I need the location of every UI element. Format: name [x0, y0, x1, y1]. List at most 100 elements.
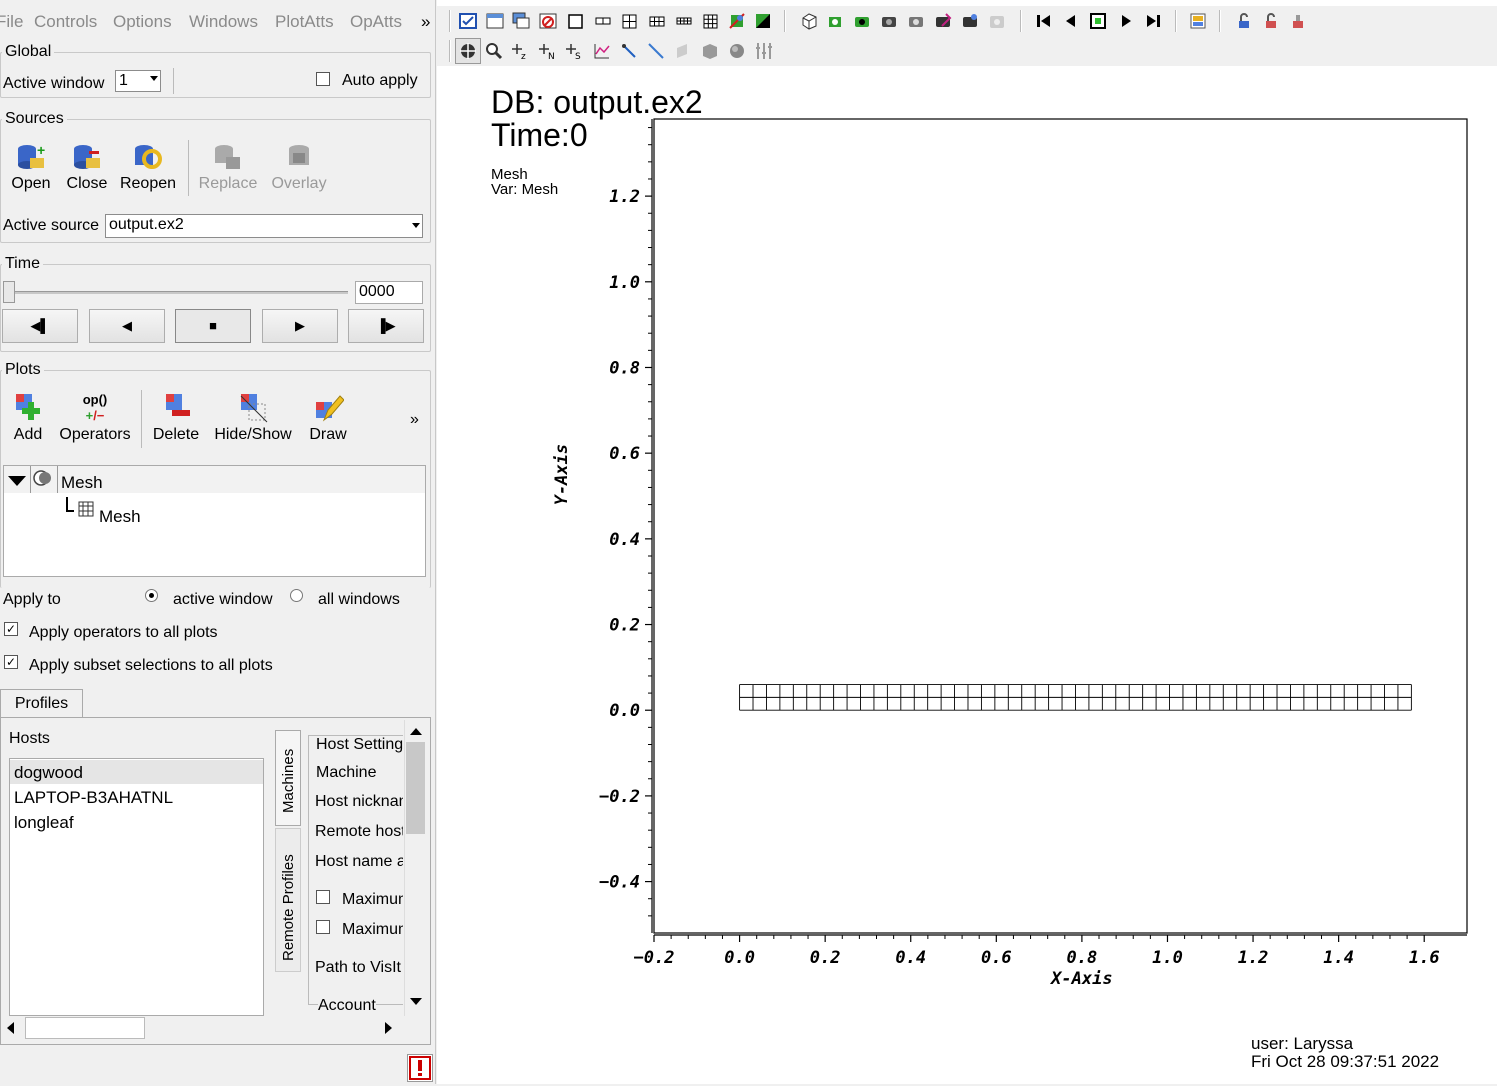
layout-3x3-icon[interactable]: [702, 12, 720, 30]
active-window-radio[interactable]: [145, 589, 158, 602]
menu-windows[interactable]: Windows: [189, 12, 258, 31]
menu-plotatts[interactable]: PlotAtts: [275, 12, 334, 31]
next-frame-button[interactable]: ▐▶: [348, 309, 424, 343]
menu-more-button[interactable]: »: [421, 12, 431, 31]
zone-pick-icon[interactable]: z: [512, 42, 530, 60]
line-tool-icon[interactable]: [647, 42, 665, 60]
scroll-left-icon[interactable]: [7, 1022, 14, 1034]
all-windows-radio[interactable]: [290, 589, 303, 602]
lock-view-limits-icon[interactable]: [1289, 12, 1307, 30]
clone-window-icon[interactable]: [512, 12, 530, 30]
close-button[interactable]: Close: [62, 141, 112, 193]
plot-name[interactable]: Mesh: [61, 473, 103, 492]
lock-tools-icon[interactable]: [1262, 12, 1280, 30]
overlay-button[interactable]: Overlay: [268, 141, 330, 193]
lineout-icon[interactable]: [620, 42, 638, 60]
lock-time-icon[interactable]: [1235, 12, 1253, 30]
draw-button[interactable]: Draw: [303, 392, 353, 444]
hide-show-button[interactable]: Hide/Show: [210, 392, 296, 444]
host-item[interactable]: dogwood: [14, 763, 84, 782]
add-plot-button[interactable]: Add: [6, 392, 50, 444]
auto-apply-checkbox[interactable]: [316, 72, 330, 86]
scroll-right-icon[interactable]: [385, 1022, 392, 1034]
output-indicator-button[interactable]: [407, 1054, 433, 1082]
plot-child-name[interactable]: Mesh: [99, 507, 141, 526]
stop-icon: ■: [209, 318, 217, 333]
maximum-checkbox[interactable]: [316, 890, 330, 904]
time-state-input[interactable]: 0000: [355, 281, 423, 304]
menu-controls[interactable]: Controls: [34, 12, 98, 31]
scroll-up-icon[interactable]: [410, 728, 422, 735]
operators-button[interactable]: op() +/− Operators: [55, 392, 135, 444]
active-window-set-icon[interactable]: [728, 12, 746, 30]
time-slider-handle[interactable]: [3, 281, 15, 303]
toggle-fullframe-icon[interactable]: [988, 12, 1006, 30]
open-button[interactable]: + Open: [6, 141, 56, 193]
layout-1x1-icon[interactable]: [567, 12, 585, 30]
choose-center-icon[interactable]: [961, 12, 979, 30]
undo-view-icon[interactable]: [880, 12, 898, 30]
delete-plot-button[interactable]: Delete: [150, 392, 202, 444]
reopen-button[interactable]: Reopen: [118, 141, 178, 193]
plane-tool-icon[interactable]: [674, 42, 692, 60]
layout-2x4-icon[interactable]: [675, 12, 693, 30]
plot-list-item[interactable]: [4, 466, 425, 493]
point-tool-icon[interactable]: [755, 42, 773, 60]
host-item[interactable]: longleaf: [14, 813, 74, 832]
tab-remote-profiles[interactable]: Remote Profiles: [275, 828, 301, 972]
apply-operators-checkbox[interactable]: ✓: [4, 622, 18, 636]
time-title: Time:0: [491, 117, 588, 153]
expand-triangle-icon[interactable]: [8, 476, 26, 486]
maximum-checkbox-2[interactable]: [316, 920, 330, 934]
node-pick-icon[interactable]: N: [539, 42, 557, 60]
horizontal-scrollbar[interactable]: [3, 1016, 403, 1040]
active-source-select[interactable]: output.ex2: [105, 214, 423, 238]
plot-attributes-icon[interactable]: [1189, 12, 1207, 30]
tab-profiles[interactable]: Profiles: [0, 689, 83, 718]
time-slider-track[interactable]: [6, 291, 348, 294]
delete-window-icon[interactable]: [539, 12, 557, 30]
scroll-down-icon[interactable]: [410, 998, 422, 1005]
y-tick-label: 0.4: [609, 530, 640, 550]
reverse-play-icon[interactable]: [1062, 12, 1080, 30]
stop-button[interactable]: ■: [175, 309, 251, 343]
perspective-icon[interactable]: [800, 12, 818, 30]
last-frame-icon[interactable]: [1144, 12, 1162, 30]
plot-area[interactable]: −0.2 0.0 0.2 0.4 0.6 0.8 1.0 1.2 1.4 1.6 −0.4 −0.2…: [437, 60, 1497, 1060]
layout-2x2-icon[interactable]: [621, 12, 639, 30]
host-item[interactable]: LAPTOP-B3AHATNL: [14, 788, 174, 807]
active-window-select[interactable]: 1: [115, 70, 161, 92]
previous-frame-button[interactable]: ◀▌: [2, 309, 78, 343]
vertical-scrollbar[interactable]: [404, 720, 426, 1016]
plots-more-button[interactable]: »: [410, 411, 419, 428]
curve-pick-icon[interactable]: [593, 42, 611, 60]
scrollbar-thumb[interactable]: [25, 1017, 145, 1039]
recenter-view-icon[interactable]: [853, 12, 871, 30]
box-tool-icon[interactable]: [701, 42, 719, 60]
layout-2x3-icon[interactable]: [648, 12, 666, 30]
reset-view-icon[interactable]: [826, 12, 844, 30]
save-view-icon[interactable]: [934, 12, 952, 30]
menu-file[interactable]: File: [0, 12, 24, 31]
layout-1x2-icon[interactable]: [594, 12, 612, 30]
hosts-list[interactable]: [9, 758, 264, 1016]
new-window-icon[interactable]: [486, 12, 504, 30]
menu-options[interactable]: Options: [113, 12, 172, 31]
sphere-tool-icon[interactable]: [728, 42, 746, 60]
spin-mode-icon[interactable]: [754, 12, 772, 30]
menu-opatts[interactable]: OpAtts: [350, 12, 402, 31]
spreadsheet-pick-icon[interactable]: S: [566, 42, 584, 60]
first-frame-icon[interactable]: [1035, 12, 1053, 30]
tab-machines[interactable]: Machines: [275, 730, 301, 826]
scrollbar-thumb[interactable]: [406, 742, 425, 834]
apply-subset-checkbox[interactable]: ✓: [4, 655, 18, 669]
visibility-toggle-icon[interactable]: [33, 470, 53, 486]
play-button[interactable]: ▶: [262, 309, 338, 343]
zoom-icon[interactable]: [485, 42, 503, 60]
lock-view-icon[interactable]: [459, 12, 477, 30]
stop-animation-icon[interactable]: [1089, 12, 1107, 30]
play-animation-icon[interactable]: [1117, 12, 1135, 30]
play-backward-button[interactable]: ◀: [89, 309, 165, 343]
replace-button[interactable]: Replace: [197, 141, 259, 193]
redo-view-icon[interactable]: [907, 12, 925, 30]
